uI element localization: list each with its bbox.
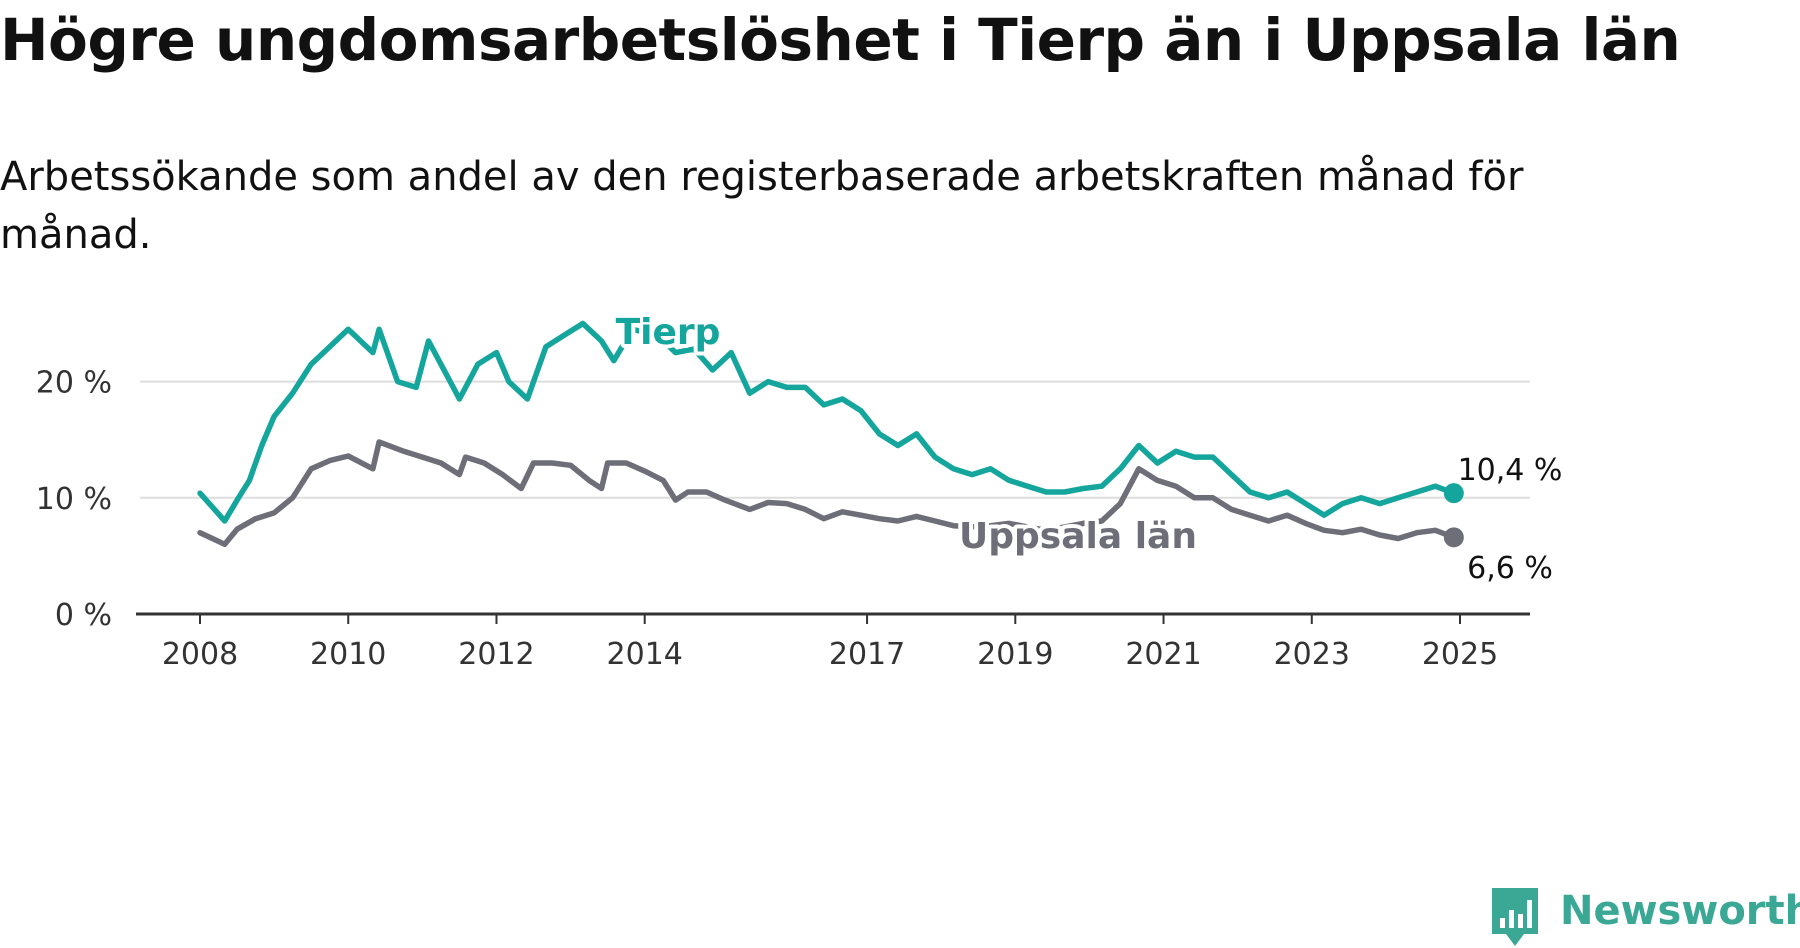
chart-title: Högre ungdomsarbetslöshet i Tierp än i U… — [0, 6, 1681, 74]
y-tick-label: 0 % — [55, 598, 112, 633]
x-tick-label: 2012 — [458, 637, 534, 672]
end-value-label: 6,6 % — [1467, 551, 1553, 586]
newsworthy-logo: Newsworthy — [1490, 886, 1800, 946]
x-tick-label: 2021 — [1125, 637, 1201, 672]
series-group — [197, 320, 1464, 548]
series-labels: 10,4 % Tierp 6,6 % Uppsala län — [612, 308, 1563, 586]
series-end-marker — [1443, 483, 1464, 504]
x-tick-label: 2019 — [977, 637, 1053, 672]
x-axis: 2008 2010 2012 2014 2017 2019 2021 2023 2025 — [136, 612, 1530, 672]
y-tick-label: 10 % — [36, 482, 112, 517]
x-tick-label: 2010 — [310, 637, 386, 672]
x-tick-label: 2017 — [829, 637, 905, 672]
newsworthy-icon — [1492, 888, 1538, 946]
series-end-marker — [1443, 527, 1464, 548]
y-axis-ticks: 0 % 10 % 20 % — [36, 366, 112, 633]
end-value-label: 10,4 % — [1458, 453, 1563, 488]
series-name-label: Tierp — [616, 312, 721, 353]
x-tick-label: 2025 — [1422, 637, 1498, 672]
brand-name: Newsworthy — [1560, 888, 1800, 934]
y-tick-label: 20 % — [36, 366, 112, 401]
series-name-label: Uppsala län — [959, 516, 1197, 557]
chart-subtitle: Arbetssökande som andel av den registerb… — [0, 154, 1524, 258]
x-tick-label: 2014 — [607, 637, 683, 672]
series-line-uppsala — [197, 439, 1457, 548]
x-tick-label: 2008 — [162, 637, 238, 672]
x-tick-label: 2023 — [1274, 637, 1350, 672]
series-line-tierp — [197, 320, 1457, 524]
